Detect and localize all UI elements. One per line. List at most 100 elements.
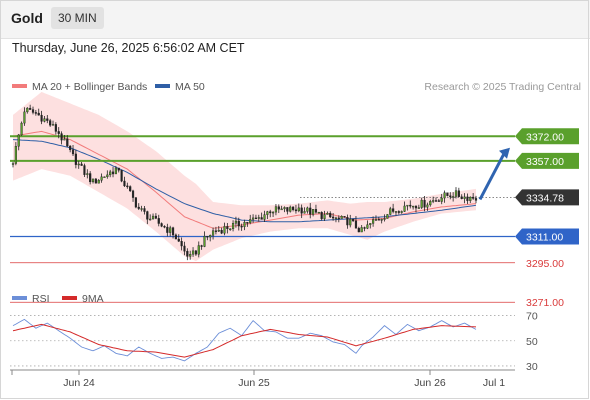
forecast-arrow-head <box>499 147 510 159</box>
candle-body <box>297 207 300 212</box>
candle-body <box>23 111 26 124</box>
candle-body <box>226 226 229 230</box>
candle-body <box>63 138 66 141</box>
candle-body <box>326 212 329 215</box>
candle-body <box>86 173 89 175</box>
candle-body <box>437 200 440 202</box>
candle-body <box>366 224 369 229</box>
candle-body <box>131 190 135 198</box>
candle-body <box>329 212 332 218</box>
candle-body <box>323 214 326 219</box>
candle-body <box>423 199 426 208</box>
resistance-label-tag <box>515 152 579 169</box>
candle-body <box>183 245 186 252</box>
candle-body <box>412 205 415 208</box>
candle-body <box>269 211 272 214</box>
candle-body <box>174 234 177 240</box>
candle-body <box>77 163 80 166</box>
candle-body <box>251 217 255 220</box>
candle-body <box>60 133 63 141</box>
candle-body <box>154 215 157 219</box>
candle-body <box>469 196 472 201</box>
candle-body <box>343 216 346 218</box>
candle-body <box>214 230 218 232</box>
candle-body <box>94 178 97 184</box>
candle-body <box>46 118 49 121</box>
candle-body <box>240 225 243 228</box>
candle-body <box>263 214 266 220</box>
candle-body <box>74 153 77 165</box>
candle-body <box>277 206 280 210</box>
candle-body <box>257 217 260 219</box>
candle-body <box>206 235 209 238</box>
candle-body <box>217 230 220 232</box>
candle-body <box>369 223 372 225</box>
ma50-legend-label: MA 50 <box>175 81 205 93</box>
resistance-label: 3357.00 <box>526 156 564 168</box>
candle-body <box>146 211 149 220</box>
candle-body <box>31 109 35 113</box>
candle-body <box>372 219 375 224</box>
candle-body <box>91 178 95 183</box>
candle-body <box>186 250 189 257</box>
candle-body <box>443 192 446 199</box>
candle-body <box>354 220 358 229</box>
candle-body <box>171 227 175 236</box>
candle-body <box>34 112 37 114</box>
candle-body <box>11 163 15 165</box>
candle-body <box>20 122 23 136</box>
candle-body <box>106 174 109 178</box>
candle-body <box>103 176 106 179</box>
candle-body <box>254 217 258 220</box>
timestamp: Thursday, June 26, 2025 6:56:02 AM CET <box>12 41 245 55</box>
x-tick-label: Jun 26 <box>414 377 446 389</box>
timeframe-button[interactable]: 30 MIN <box>51 7 104 29</box>
candle-body <box>452 196 455 198</box>
rsi-ma-legend-swatch <box>62 296 77 300</box>
candle-body <box>440 197 443 202</box>
candle-body <box>246 222 249 224</box>
candle-body <box>426 204 429 208</box>
candle-body <box>109 171 112 176</box>
candle-body <box>409 204 412 207</box>
candle-body <box>460 196 463 199</box>
candle-body <box>229 228 232 231</box>
rsi-ma-legend-label: 9MA <box>82 293 104 305</box>
candle-body <box>420 199 423 208</box>
candle-body <box>346 217 349 226</box>
candle-body <box>363 227 366 229</box>
candle-body <box>223 226 226 234</box>
candle-body <box>117 167 120 171</box>
candle-body <box>160 223 163 227</box>
candle-body <box>237 220 240 227</box>
candle-body <box>71 149 75 155</box>
candle-body <box>300 207 303 214</box>
candle-body <box>386 214 389 219</box>
candle-body <box>49 120 52 126</box>
candle-body <box>434 200 438 202</box>
candle-body <box>180 241 183 247</box>
candle-body <box>51 124 55 126</box>
support-label: 3311.00 <box>526 232 563 244</box>
candle-body <box>337 217 340 220</box>
credit-text: Research © 2025 Trading Central <box>424 81 581 93</box>
candle-body <box>357 227 360 233</box>
candle-body <box>100 176 103 181</box>
rsi-level-label: 50 <box>526 336 538 348</box>
ma20-legend-swatch <box>12 84 27 88</box>
candle-body <box>151 215 155 220</box>
rsi-legend-label: RSI <box>32 293 50 305</box>
candle-body <box>377 219 380 221</box>
resistance-label: 3372.00 <box>526 131 564 143</box>
candle-body <box>454 190 458 197</box>
candle-body <box>111 171 115 175</box>
candle-body <box>57 131 60 134</box>
rsi-legend-swatch <box>12 296 27 300</box>
candle-body <box>114 167 117 175</box>
rsi-level-label: 70 <box>526 311 538 323</box>
candle-body <box>312 209 315 215</box>
candle-body <box>389 208 392 215</box>
candle-body <box>446 192 449 196</box>
candle-body <box>374 219 378 221</box>
